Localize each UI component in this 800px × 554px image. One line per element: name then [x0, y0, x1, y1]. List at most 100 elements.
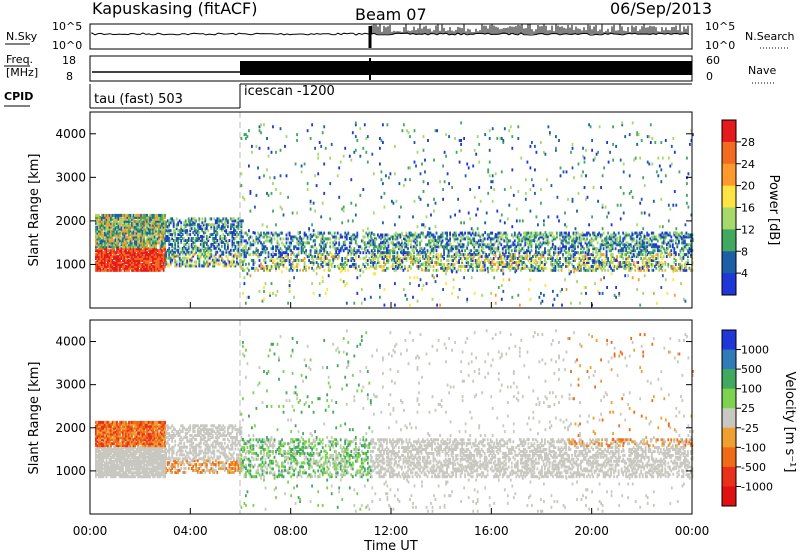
echo-cell — [146, 268, 148, 272]
echo-cell — [498, 262, 501, 266]
nave-label: Nave — [748, 64, 776, 77]
echo-cell — [458, 255, 460, 259]
echo-cell — [309, 201, 312, 205]
echo-cell — [135, 215, 138, 219]
echo-cell — [323, 239, 326, 243]
echo-cell — [146, 241, 148, 245]
echo-cell — [423, 257, 426, 260]
echo-cell — [611, 253, 614, 257]
echo-cell — [664, 241, 667, 245]
echo-cell — [120, 243, 123, 247]
echo-cell — [465, 235, 468, 239]
echo-cell — [278, 243, 280, 247]
echo-cell — [95, 261, 97, 264]
echo-cell — [164, 225, 166, 229]
echo-cell — [227, 250, 229, 254]
echo-cell — [125, 217, 127, 221]
echo-cell — [441, 262, 444, 266]
echo-cell — [596, 266, 599, 270]
echo-cell — [516, 235, 519, 239]
echo-cell — [125, 253, 127, 257]
echo-cell — [529, 235, 531, 239]
echo-cell — [392, 257, 394, 260]
echo-cell — [110, 215, 112, 219]
echo-cell — [308, 255, 310, 259]
echo-cell — [611, 261, 614, 264]
echo-cell — [135, 259, 138, 262]
echo-cell — [620, 241, 623, 245]
echo-cell — [527, 259, 530, 262]
echo-cell — [134, 221, 136, 225]
echo-cell — [153, 251, 156, 255]
echo-cell — [462, 255, 465, 259]
echo-cell — [174, 240, 177, 244]
echo-cell — [318, 231, 321, 235]
echo-cell — [347, 268, 350, 272]
echo-cell — [146, 215, 148, 219]
echo-cell — [372, 251, 375, 255]
echo-cell — [162, 261, 165, 264]
echo-cell — [161, 237, 163, 241]
echo-cell — [405, 233, 408, 237]
echo-cell — [141, 219, 144, 223]
echo-cell — [590, 264, 593, 268]
echo-cell — [285, 247, 288, 251]
echo-cell — [595, 255, 597, 259]
echo-cell — [107, 219, 109, 223]
echo-cell — [114, 235, 117, 239]
echo-cell — [363, 256, 366, 260]
echo-cell — [619, 235, 622, 239]
echo-cell — [396, 259, 399, 262]
echo-cell — [366, 160, 369, 164]
echo-cell — [99, 261, 102, 264]
echo-cell — [171, 254, 174, 258]
echo-cell — [357, 255, 360, 259]
echo-cell — [535, 245, 537, 249]
echo-cell — [422, 249, 424, 253]
echo-cell — [544, 247, 546, 251]
echo-cell — [525, 241, 528, 245]
echo-cell — [236, 256, 238, 260]
echo-cell — [373, 237, 376, 241]
echo-cell — [172, 221, 175, 225]
echo-cell — [123, 217, 126, 221]
echo-cell — [595, 251, 597, 255]
echo-cell — [143, 217, 145, 221]
echo-cell — [135, 239, 138, 243]
echo-cell — [153, 239, 156, 243]
echo-cell — [288, 249, 291, 253]
echo-cell — [425, 266, 427, 270]
echo-cell — [547, 241, 549, 245]
echo-cell — [150, 247, 153, 251]
echo-cell — [190, 264, 193, 268]
echo-cell — [309, 253, 312, 257]
echo-cell — [125, 268, 127, 272]
echo-cell — [300, 251, 303, 255]
echo-cell — [207, 256, 210, 260]
echo-cell — [433, 158, 435, 162]
echo-cell — [150, 225, 153, 229]
echo-cell — [102, 264, 105, 268]
echo-cell — [638, 247, 641, 251]
echo-cell — [149, 241, 151, 245]
echo-cell — [359, 268, 362, 272]
echo-cell — [255, 144, 258, 148]
echo-cell — [679, 231, 682, 235]
echo-cell — [560, 239, 563, 243]
echo-cell — [180, 235, 183, 238]
echo-cell — [223, 227, 226, 231]
echo-cell — [372, 239, 375, 243]
echo-cell — [99, 259, 102, 262]
echo-cell — [279, 247, 282, 251]
echo-cell — [96, 221, 99, 225]
echo-cell — [161, 217, 163, 221]
echo-cell — [195, 239, 198, 242]
echo-cell — [429, 251, 432, 255]
echo-cell — [601, 268, 603, 272]
echo-cell — [441, 266, 444, 270]
echo-cell — [489, 261, 492, 264]
echo-cell — [158, 235, 160, 239]
echo-cell — [539, 233, 542, 237]
echo-cell — [149, 251, 151, 255]
echo-cell — [447, 259, 450, 262]
